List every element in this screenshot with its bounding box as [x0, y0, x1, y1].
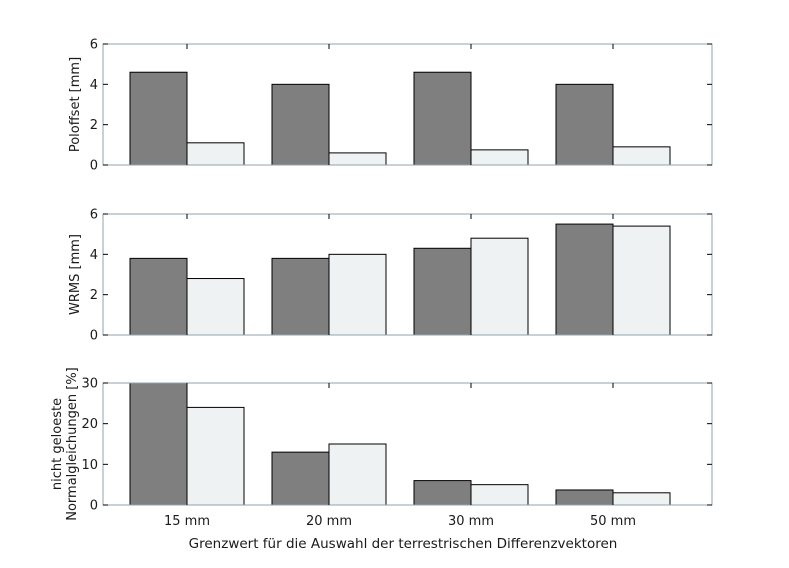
bar-light-2	[328, 443, 387, 506]
bar-dark-1	[129, 382, 188, 506]
bar-dark-2	[271, 257, 330, 336]
panel-3: 0 10 20 30 15 mm 20 mm 30 mm 50 mm nicht geloest…	[50, 367, 713, 529]
y-tick-label: 20	[81, 417, 98, 432]
bar-dark-4	[555, 489, 614, 506]
axis-box	[102, 43, 713, 166]
bar-dark-3	[413, 71, 472, 166]
bar-light-1	[186, 278, 245, 336]
axis-box	[102, 382, 713, 506]
bar-dark-1	[129, 71, 188, 166]
y-tick-label: 6	[90, 208, 98, 223]
bar-dark-4	[555, 223, 614, 336]
x-category-label: 50 mm	[590, 514, 636, 529]
x-category-label: 20 mm	[306, 514, 352, 529]
y-tick-label: 6	[90, 38, 98, 53]
bar-dark-1	[129, 257, 188, 336]
bar-light-2	[328, 253, 387, 336]
y-axis-label: WRMS [mm]	[68, 234, 83, 315]
axis-box	[102, 213, 713, 336]
y-tick-label: 0	[90, 159, 98, 174]
x-category-label: 30 mm	[448, 514, 494, 529]
bar-light-3	[470, 237, 529, 336]
chart-panels: 0 2 4 6 Poloffset [mm] 0 2 4 6 WRMS [mm] 0 10 20 30 15…	[50, 38, 713, 529]
y-tick-label: 0	[90, 329, 98, 344]
bar-light-3	[470, 484, 529, 506]
bar-light-4	[612, 146, 671, 166]
bar-dark-3	[413, 247, 472, 336]
panel-2: 0 2 4 6 WRMS [mm]	[68, 208, 713, 344]
y-tick-label: 0	[90, 499, 98, 514]
y-axis-label: nicht geloeste	[50, 398, 65, 490]
bar-dark-3	[413, 480, 472, 506]
x-category-label: 15 mm	[164, 514, 210, 529]
bar-light-2	[328, 152, 387, 166]
y-tick-label: 4	[90, 78, 98, 93]
bar-light-4	[612, 492, 671, 506]
y-tick-label: 2	[90, 118, 98, 133]
y-tick-label: 10	[81, 458, 98, 473]
y-axis-label: Poloffset [mm]	[68, 57, 83, 152]
bar-light-1	[186, 142, 245, 166]
y-tick-label: 30	[81, 377, 98, 392]
bar-light-4	[612, 225, 671, 336]
x-axis-label: Grenzwert für die Auswahl der terrestris…	[189, 536, 618, 552]
bar-light-1	[186, 406, 245, 506]
bar-dark-2	[271, 83, 330, 166]
y-tick-label: 4	[90, 248, 98, 263]
bar-dark-2	[271, 451, 330, 506]
y-tick-label: 2	[90, 288, 98, 303]
bar-light-3	[470, 149, 529, 166]
bar-dark-4	[555, 83, 614, 166]
y-axis-label: Normalgleichungen [%]	[65, 367, 80, 521]
panel-1: 0 2 4 6 Poloffset [mm]	[68, 38, 713, 174]
